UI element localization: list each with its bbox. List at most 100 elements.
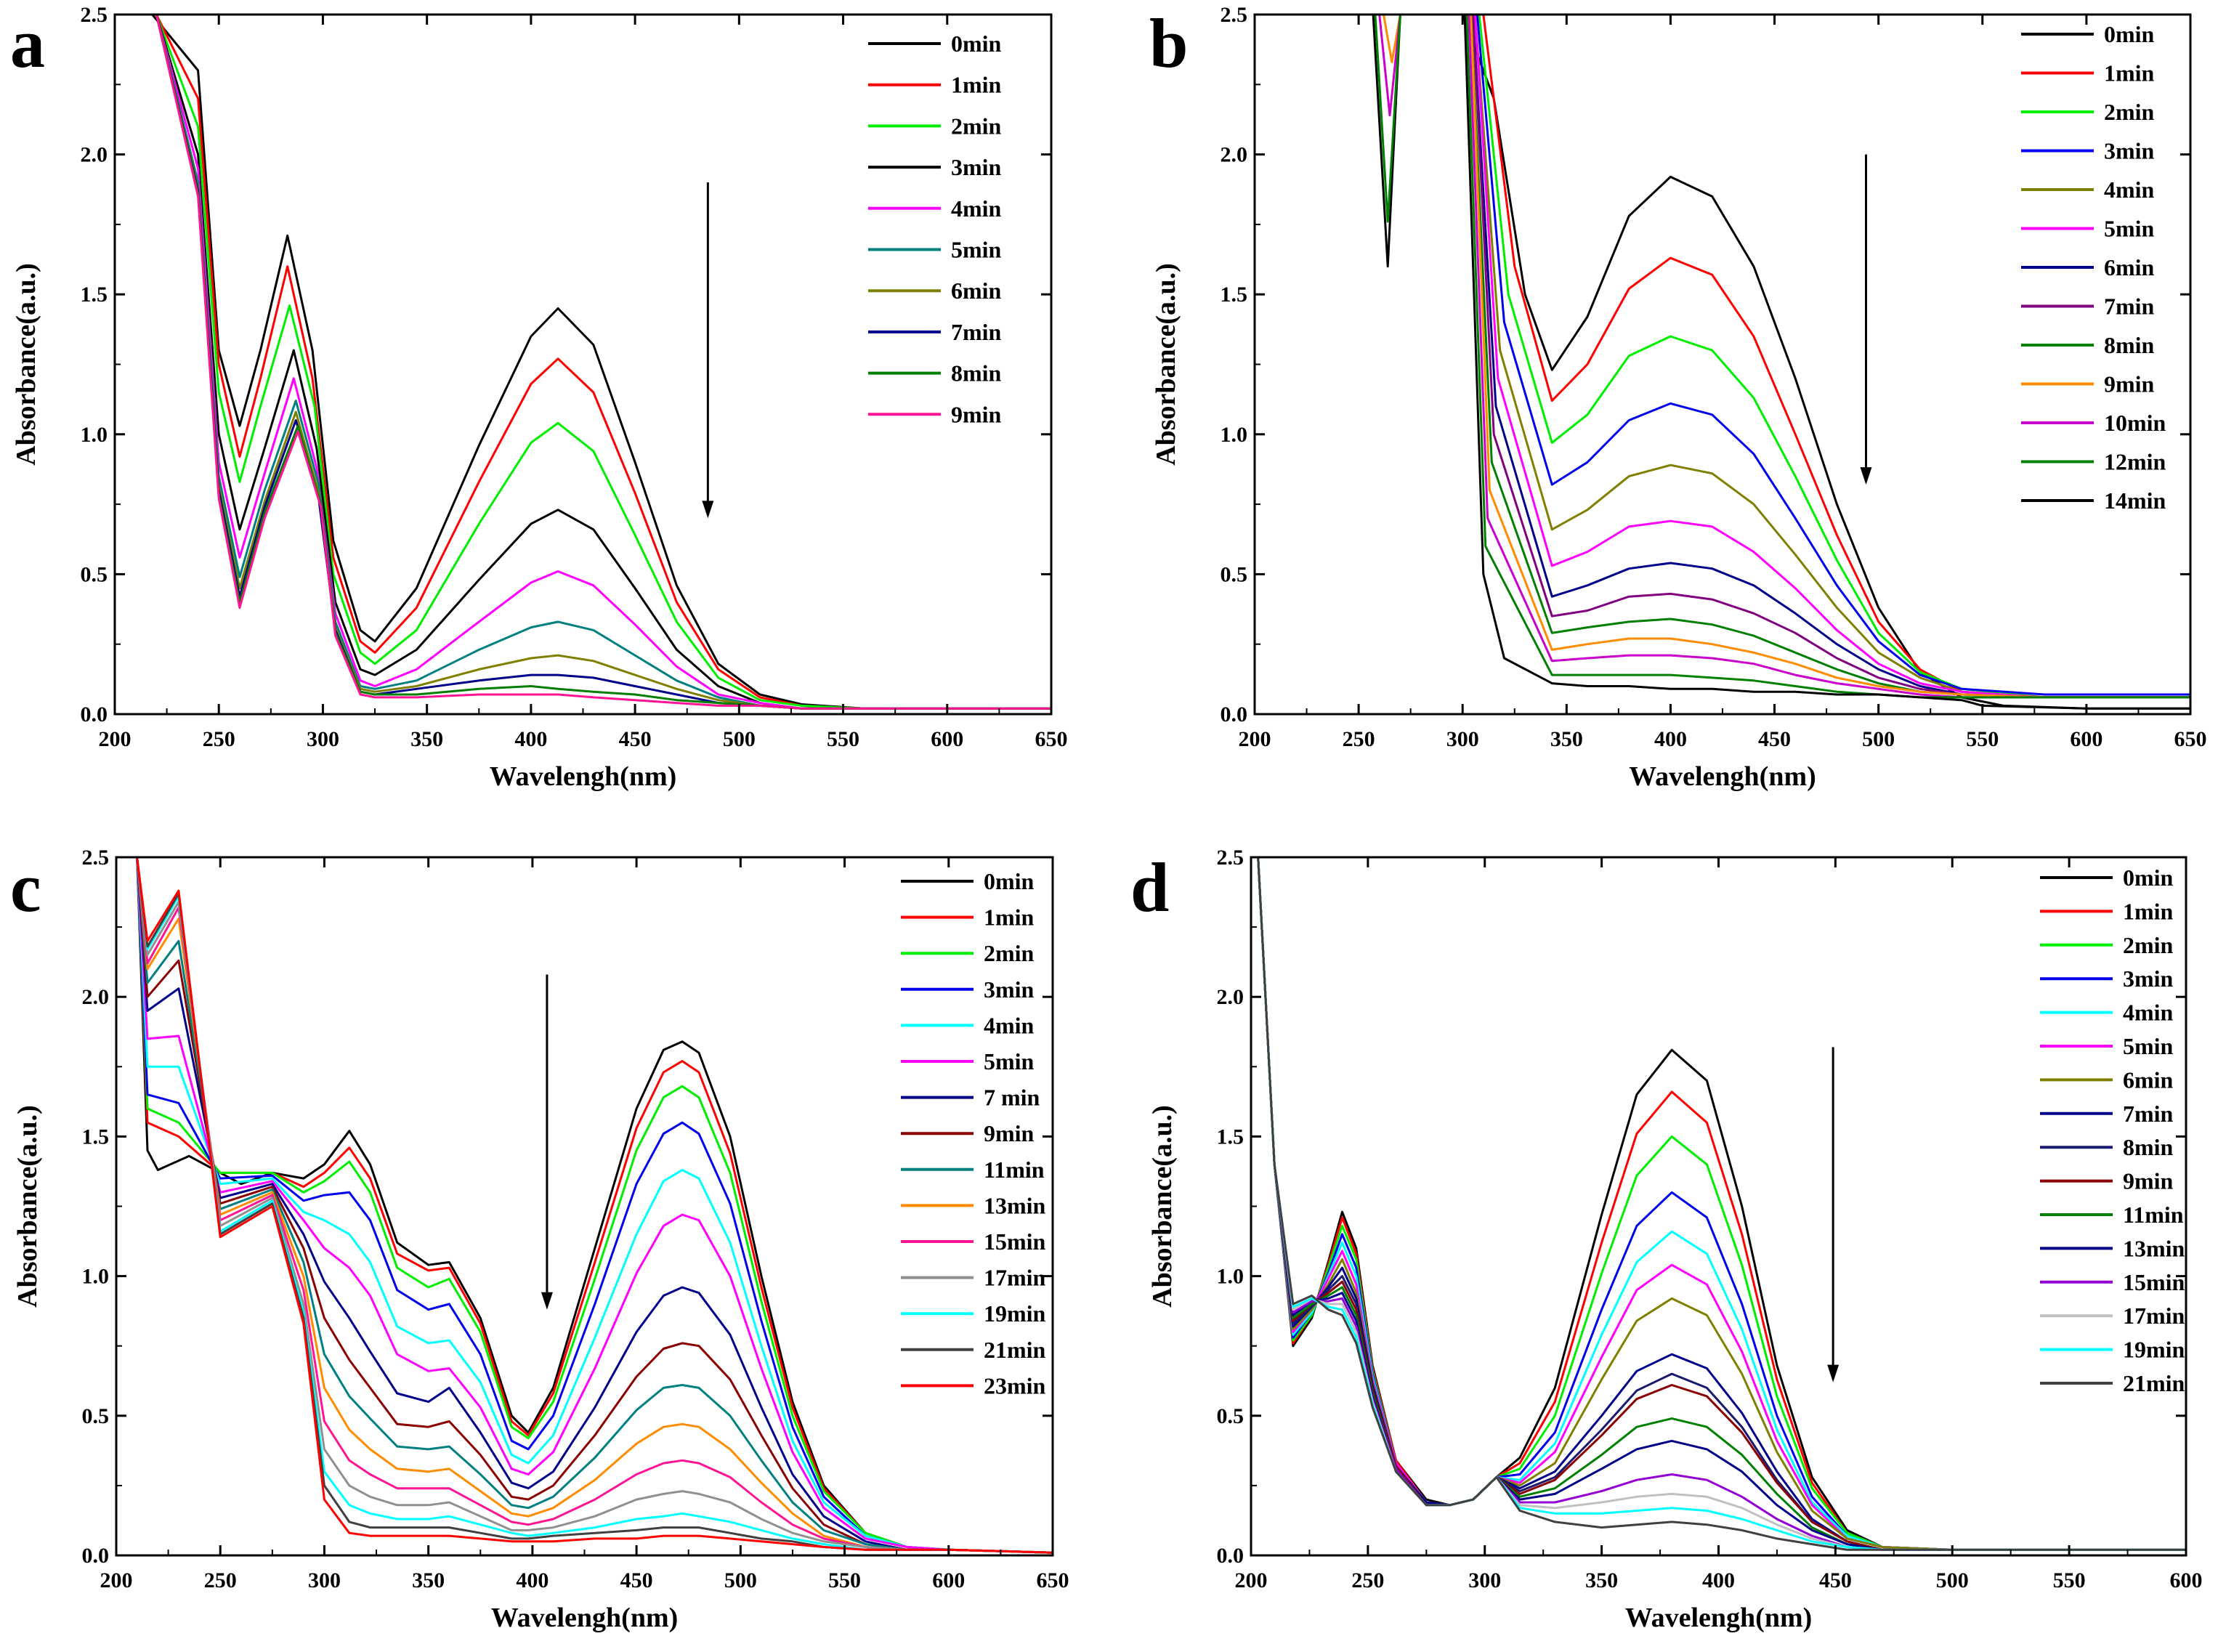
y-tick-label-a-1: 0.5 — [81, 562, 108, 586]
x-tick-label-b-7: 550 — [1966, 727, 1999, 751]
legend-label-b-1: 1min — [2104, 60, 2155, 86]
legend-label-b-12: 14min — [2104, 487, 2166, 514]
x-tick-label-a-4: 400 — [514, 727, 547, 751]
legend-label-c-10: 15min — [984, 1228, 1046, 1255]
series-line-c-7 — [136, 857, 1053, 1554]
x-axis-label-a: Wavelengh(nm) — [490, 761, 677, 792]
y-tick-label-b-4: 2.0 — [1221, 143, 1248, 167]
legend-label-b-4: 4min — [2104, 177, 2155, 203]
legend-label-c-6: 7 min — [984, 1085, 1040, 1111]
y-tick-label-d-1: 0.5 — [1217, 1404, 1244, 1428]
series-line-d-1 — [1257, 857, 2186, 1551]
y-tick-label-a-3: 1.5 — [81, 283, 108, 307]
legend-label-c-14: 23min — [984, 1372, 1046, 1398]
x-tick-label-b-1: 250 — [1343, 727, 1375, 751]
legend-label-c-13: 21min — [984, 1337, 1046, 1363]
series-line-d-8 — [1257, 857, 2186, 1551]
y-axis-label-c: Absorbance(a.u.) — [12, 1105, 43, 1308]
series-line-d-12 — [1257, 857, 2186, 1551]
legend-label-b-9: 9min — [2104, 371, 2155, 397]
panel-b: 200 250 300 350 400 450 500 550 600 650 0.0 0.5 1.0 1… — [1149, 3, 2207, 792]
series-line-b-7 — [1472, 15, 2190, 699]
decrease-arrow-head-a — [702, 501, 714, 519]
y-axis-label-b: Absorbance(a.u.) — [1151, 263, 1181, 466]
series-line-a-9 — [155, 15, 1051, 710]
panel-d-curves — [1257, 857, 2186, 1551]
series-line-c-2 — [136, 857, 1053, 1554]
series-line-a-1 — [155, 15, 1051, 710]
x-tick-label-a-8: 600 — [931, 727, 963, 751]
x-tick-label-a-9: 650 — [1035, 727, 1068, 751]
legend-label-a-8: 8min — [951, 360, 1002, 386]
series-line-b-9 — [1383, 15, 2190, 699]
x-tick-label-b-5: 450 — [1758, 727, 1791, 751]
series-line-b-1 — [1482, 15, 2190, 699]
series-line-a-0 — [151, 15, 1051, 710]
series-line-a-2 — [155, 15, 1051, 710]
y-tick-label-c-1: 0.5 — [82, 1404, 110, 1428]
x-tick-label-a-0: 200 — [99, 727, 131, 751]
legend-label-d-15: 21min — [2123, 1370, 2185, 1396]
x-tick-label-c-7: 550 — [828, 1568, 861, 1592]
x-tick-label-a-2: 300 — [307, 727, 339, 751]
legend-label-a-2: 2min — [951, 113, 1002, 139]
x-tick-label-b-8: 600 — [2070, 727, 2102, 751]
series-line-c-12 — [136, 857, 1053, 1554]
legend-label-b-6: 6min — [2104, 254, 2155, 280]
x-tick-label-c-6: 500 — [724, 1568, 757, 1592]
panel-label-c: c — [10, 849, 41, 926]
series-line-b-4 — [1473, 15, 2190, 699]
x-axis-label-b: Wavelengh(nm) — [1629, 761, 1816, 792]
legend-label-a-9: 9min — [951, 401, 1002, 427]
y-tick-label-a-5: 2.5 — [81, 3, 108, 27]
x-tick-label-b-9: 650 — [2174, 727, 2207, 751]
legend-label-d-10: 11min — [2123, 1202, 2184, 1228]
y-tick-label-c-0: 0.0 — [82, 1544, 110, 1568]
panel-b-curves — [1372, 15, 2190, 710]
panel-a-curves — [151, 15, 1051, 710]
legend-label-c-7: 9min — [984, 1120, 1035, 1146]
y-tick-label-b-1: 0.5 — [1221, 562, 1248, 586]
x-tick-label-d-7: 550 — [2053, 1568, 2086, 1592]
y-tick-label-c-3: 1.5 — [82, 1125, 110, 1149]
x-tick-label-c-4: 400 — [516, 1568, 549, 1592]
x-tick-label-c-3: 350 — [412, 1568, 445, 1592]
series-line-d-15 — [1257, 857, 2186, 1551]
y-axis-label-a: Absorbance(a.u.) — [11, 263, 41, 466]
x-tick-label-b-4: 400 — [1654, 727, 1687, 751]
series-line-d-3 — [1257, 857, 2186, 1551]
series-line-d-7 — [1257, 857, 2186, 1551]
legend-label-b-3: 3min — [2104, 138, 2155, 164]
y-tick-label-c-4: 2.0 — [82, 985, 110, 1009]
series-line-b-10 — [1378, 15, 2190, 699]
series-line-c-10 — [136, 857, 1053, 1554]
series-line-c-14 — [136, 857, 1053, 1554]
x-tick-label-d-5: 450 — [1819, 1568, 1852, 1592]
x-tick-label-b-0: 200 — [1239, 727, 1271, 751]
decrease-arrow-head-b — [1860, 467, 1872, 485]
x-tick-label-d-1: 250 — [1351, 1568, 1384, 1592]
series-line-c-9 — [136, 857, 1053, 1554]
legend-label-d-13: 17min — [2123, 1303, 2185, 1329]
x-tick-label-c-8: 600 — [932, 1568, 965, 1592]
series-line-b-3 — [1476, 15, 2190, 696]
x-axis-label-d: Wavelengh(nm) — [1625, 1603, 1813, 1633]
legend-label-c-0: 0min — [984, 868, 1035, 894]
series-line-c-0 — [136, 857, 1053, 1554]
series-line-d-9 — [1257, 857, 2186, 1551]
series-line-d-10 — [1257, 857, 2186, 1551]
legend-label-b-8: 8min — [2104, 332, 2155, 358]
series-line-c-11 — [136, 857, 1053, 1554]
legend-label-a-0: 0min — [951, 31, 1002, 57]
legend-label-d-0: 0min — [2123, 865, 2174, 891]
legend-label-c-8: 11min — [984, 1157, 1045, 1183]
y-tick-label-b-3: 1.5 — [1221, 283, 1248, 307]
legend-label-c-4: 4min — [984, 1012, 1035, 1038]
x-tick-label-a-7: 550 — [827, 727, 859, 751]
series-line-b-5 — [1473, 15, 2190, 699]
series-line-c-4 — [136, 857, 1053, 1554]
legend-label-d-12: 15min — [2123, 1269, 2185, 1295]
y-tick-label-a-2: 1.0 — [81, 423, 108, 447]
legend-label-b-2: 2min — [2104, 99, 2155, 125]
